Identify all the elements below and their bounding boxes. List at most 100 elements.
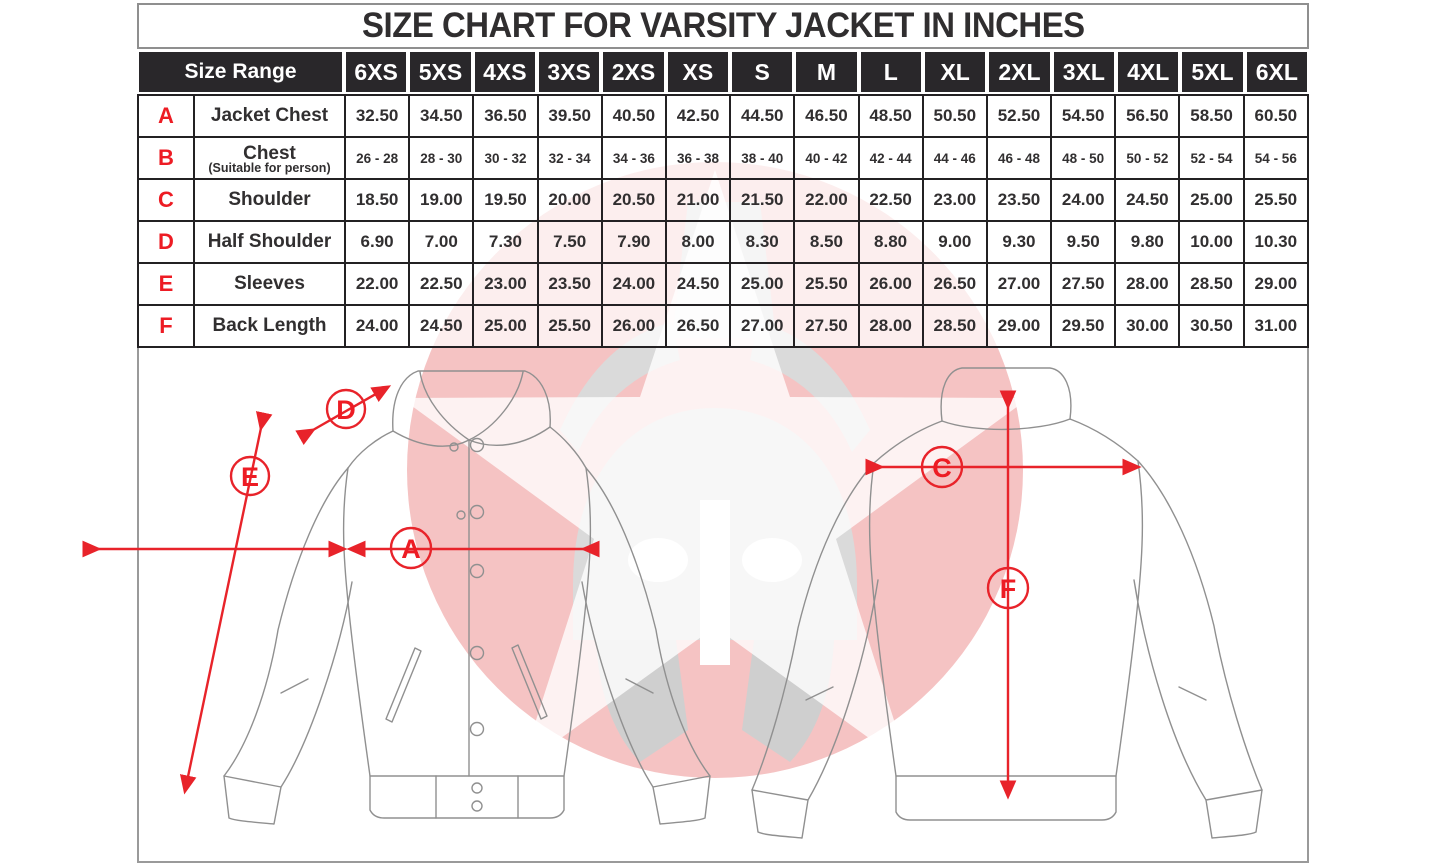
- measurement-value-cell: 21.00: [664, 178, 732, 222]
- measurement-value-cell: 23.50: [536, 262, 603, 306]
- measurement-value-cell: 19.50: [472, 178, 539, 222]
- measurement-value-cell: 29.00: [985, 304, 1053, 348]
- measurement-value-cell: 24.50: [1114, 178, 1181, 222]
- size-table-header: Size Range 6XS 5XS 4XS 3XS 2XS XS S M L XL 2XL 3XL 4X…: [137, 50, 1309, 94]
- measurement-value-cell: 58.50: [1178, 94, 1245, 138]
- measurement-value-cell: 24.00: [1050, 178, 1117, 222]
- size-column-header: 4XL: [1116, 50, 1181, 94]
- measurement-value-cell: 23.00: [921, 178, 988, 222]
- measurement-value-cell: 27.50: [1050, 262, 1117, 306]
- measurement-name: Jacket Chest: [193, 94, 346, 138]
- measurement-value-cell: 23.00: [472, 262, 539, 306]
- measurement-value-cell: 23.50: [985, 178, 1053, 222]
- measurement-value-cell: 48.50: [857, 94, 924, 138]
- page-title: SIZE CHART FOR VARSITY JACKET IN INCHES: [361, 6, 1085, 45]
- size-range-header: Size Range: [137, 50, 344, 94]
- size-column-header: XL: [923, 50, 988, 94]
- diagram-frame: [137, 338, 1309, 863]
- measurement-value-cell: 52 - 54: [1178, 136, 1245, 180]
- size-column-header: 6XL: [1244, 50, 1309, 94]
- measurement-value-cell: 28.00: [857, 304, 924, 348]
- row-letter: B: [137, 136, 195, 180]
- measurement-value-cell: 34 - 36: [600, 136, 667, 180]
- measurement-value-cell: 46.50: [793, 94, 860, 138]
- measurement-value-cell: 7.90: [600, 220, 667, 264]
- size-column-header: L: [858, 50, 923, 94]
- measurement-value-cell: 30.50: [1178, 304, 1245, 348]
- measurement-value-cell: 9.80: [1114, 220, 1181, 264]
- size-table: A Jacket Chest 32.50 34.50 36.50 39.50 40.50 42…: [137, 94, 1310, 348]
- measurement-value-cell: 42.50: [664, 94, 732, 138]
- measurement-name: Half Shoulder: [193, 220, 346, 264]
- measurement-value-cell: 9.00: [921, 220, 988, 264]
- measurement-value-cell: 50 - 52: [1114, 136, 1181, 180]
- measurement-value-cell: 56.50: [1114, 94, 1181, 138]
- measurement-row: D Half Shoulder 6.90 7.00 7.30 7.50 7.90 8.00 8.…: [137, 220, 1310, 264]
- measurement-value-cell: 44.50: [729, 94, 796, 138]
- measurement-value-cell: 26 - 28: [343, 136, 411, 180]
- measurement-value-cell: 20.50: [600, 178, 667, 222]
- measurement-value-cell: 25.00: [1178, 178, 1245, 222]
- measurement-value-cell: 25.50: [1242, 178, 1310, 222]
- measurement-value-cell: 27.00: [729, 304, 796, 348]
- size-column-header: 2XS: [601, 50, 666, 94]
- measurement-value-cell: 22.50: [408, 262, 475, 306]
- size-column-header: 2XL: [987, 50, 1052, 94]
- size-column-header: M: [794, 50, 859, 94]
- measurement-value-cell: 28.00: [1114, 262, 1181, 306]
- measurement-value-cell: 44 - 46: [921, 136, 988, 180]
- size-column-header: 3XS: [537, 50, 602, 94]
- measurement-value-cell: 24.00: [343, 304, 411, 348]
- measurement-value-cell: 40.50: [600, 94, 667, 138]
- row-letter: A: [137, 94, 195, 138]
- measurement-value-cell: 46 - 48: [985, 136, 1053, 180]
- measurement-value-cell: 29.50: [1050, 304, 1117, 348]
- measurement-value-cell: 25.50: [536, 304, 603, 348]
- measurement-value-cell: 10.30: [1242, 220, 1310, 264]
- measurement-value-cell: 18.50: [343, 178, 411, 222]
- measurement-value-cell: 27.00: [985, 262, 1053, 306]
- measurement-value-cell: 22.00: [343, 262, 411, 306]
- measurement-value-cell: 32 - 34: [536, 136, 603, 180]
- measurement-value-cell: 24.50: [408, 304, 475, 348]
- measurement-value-cell: 60.50: [1242, 94, 1310, 138]
- measurement-value-cell: 25.50: [793, 262, 860, 306]
- measurement-value-cell: 36 - 38: [664, 136, 732, 180]
- measurement-value-cell: 22.50: [857, 178, 924, 222]
- size-column-header: 4XS: [472, 50, 537, 94]
- measurement-value-cell: 48 - 50: [1050, 136, 1117, 180]
- measurement-value-cell: 7.50: [536, 220, 603, 264]
- measurement-row: C Shoulder 18.50 19.00 19.50 20.00 20.50 21.00 2…: [137, 178, 1310, 222]
- row-letter: E: [137, 262, 195, 306]
- size-column-header: S: [730, 50, 795, 94]
- measurement-name: Shoulder: [193, 178, 346, 222]
- measurement-value-cell: 19.00: [408, 178, 475, 222]
- measurement-value-cell: 42 - 44: [857, 136, 924, 180]
- measurement-value-cell: 24.50: [664, 262, 732, 306]
- measurement-subtext: (Suitable for person): [208, 160, 331, 175]
- measurement-value-cell: 6.90: [343, 220, 411, 264]
- measurement-row: A Jacket Chest 32.50 34.50 36.50 39.50 40.50 42…: [137, 94, 1310, 138]
- measurement-value-cell: 36.50: [472, 94, 539, 138]
- measurement-value-cell: 9.30: [985, 220, 1053, 264]
- measurement-value-cell: 39.50: [536, 94, 603, 138]
- measurement-value-cell: 7.30: [472, 220, 539, 264]
- measurement-value-cell: 25.00: [729, 262, 796, 306]
- row-letter: F: [137, 304, 195, 348]
- measurement-value-cell: 8.50: [793, 220, 860, 264]
- measurement-value-cell: 22.00: [793, 178, 860, 222]
- measurement-value-cell: 26.00: [857, 262, 924, 306]
- measurement-value-cell: 54.50: [1050, 94, 1117, 138]
- measurement-value-cell: 28.50: [921, 304, 988, 348]
- measurement-value-cell: 30 - 32: [472, 136, 539, 180]
- measurement-value-cell: 20.00: [536, 178, 603, 222]
- size-column-header: XS: [665, 50, 730, 94]
- measurement-value-cell: 26.50: [921, 262, 988, 306]
- measurement-value-cell: 50.50: [921, 94, 988, 138]
- measurement-value-cell: 34.50: [408, 94, 475, 138]
- measurement-name: Back Length: [193, 304, 346, 348]
- title-box: SIZE CHART FOR VARSITY JACKET IN INCHES: [137, 3, 1309, 49]
- measurement-value-cell: 31.00: [1242, 304, 1310, 348]
- measurement-value-cell: 29.00: [1242, 262, 1310, 306]
